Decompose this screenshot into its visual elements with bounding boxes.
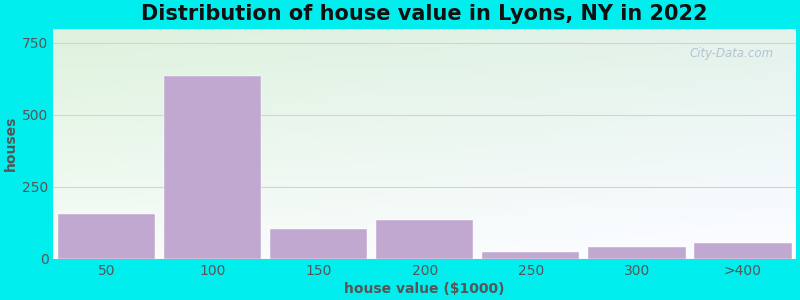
- Text: City-Data.com: City-Data.com: [690, 47, 774, 60]
- X-axis label: house value ($1000): house value ($1000): [344, 282, 505, 296]
- Y-axis label: houses: houses: [4, 116, 18, 171]
- Bar: [694, 243, 791, 259]
- Bar: [376, 220, 474, 259]
- Bar: [270, 229, 367, 259]
- Bar: [588, 247, 686, 259]
- Title: Distribution of house value in Lyons, NY in 2022: Distribution of house value in Lyons, NY…: [142, 4, 708, 24]
- Bar: [164, 76, 262, 259]
- Bar: [58, 214, 155, 259]
- Bar: [482, 252, 579, 259]
